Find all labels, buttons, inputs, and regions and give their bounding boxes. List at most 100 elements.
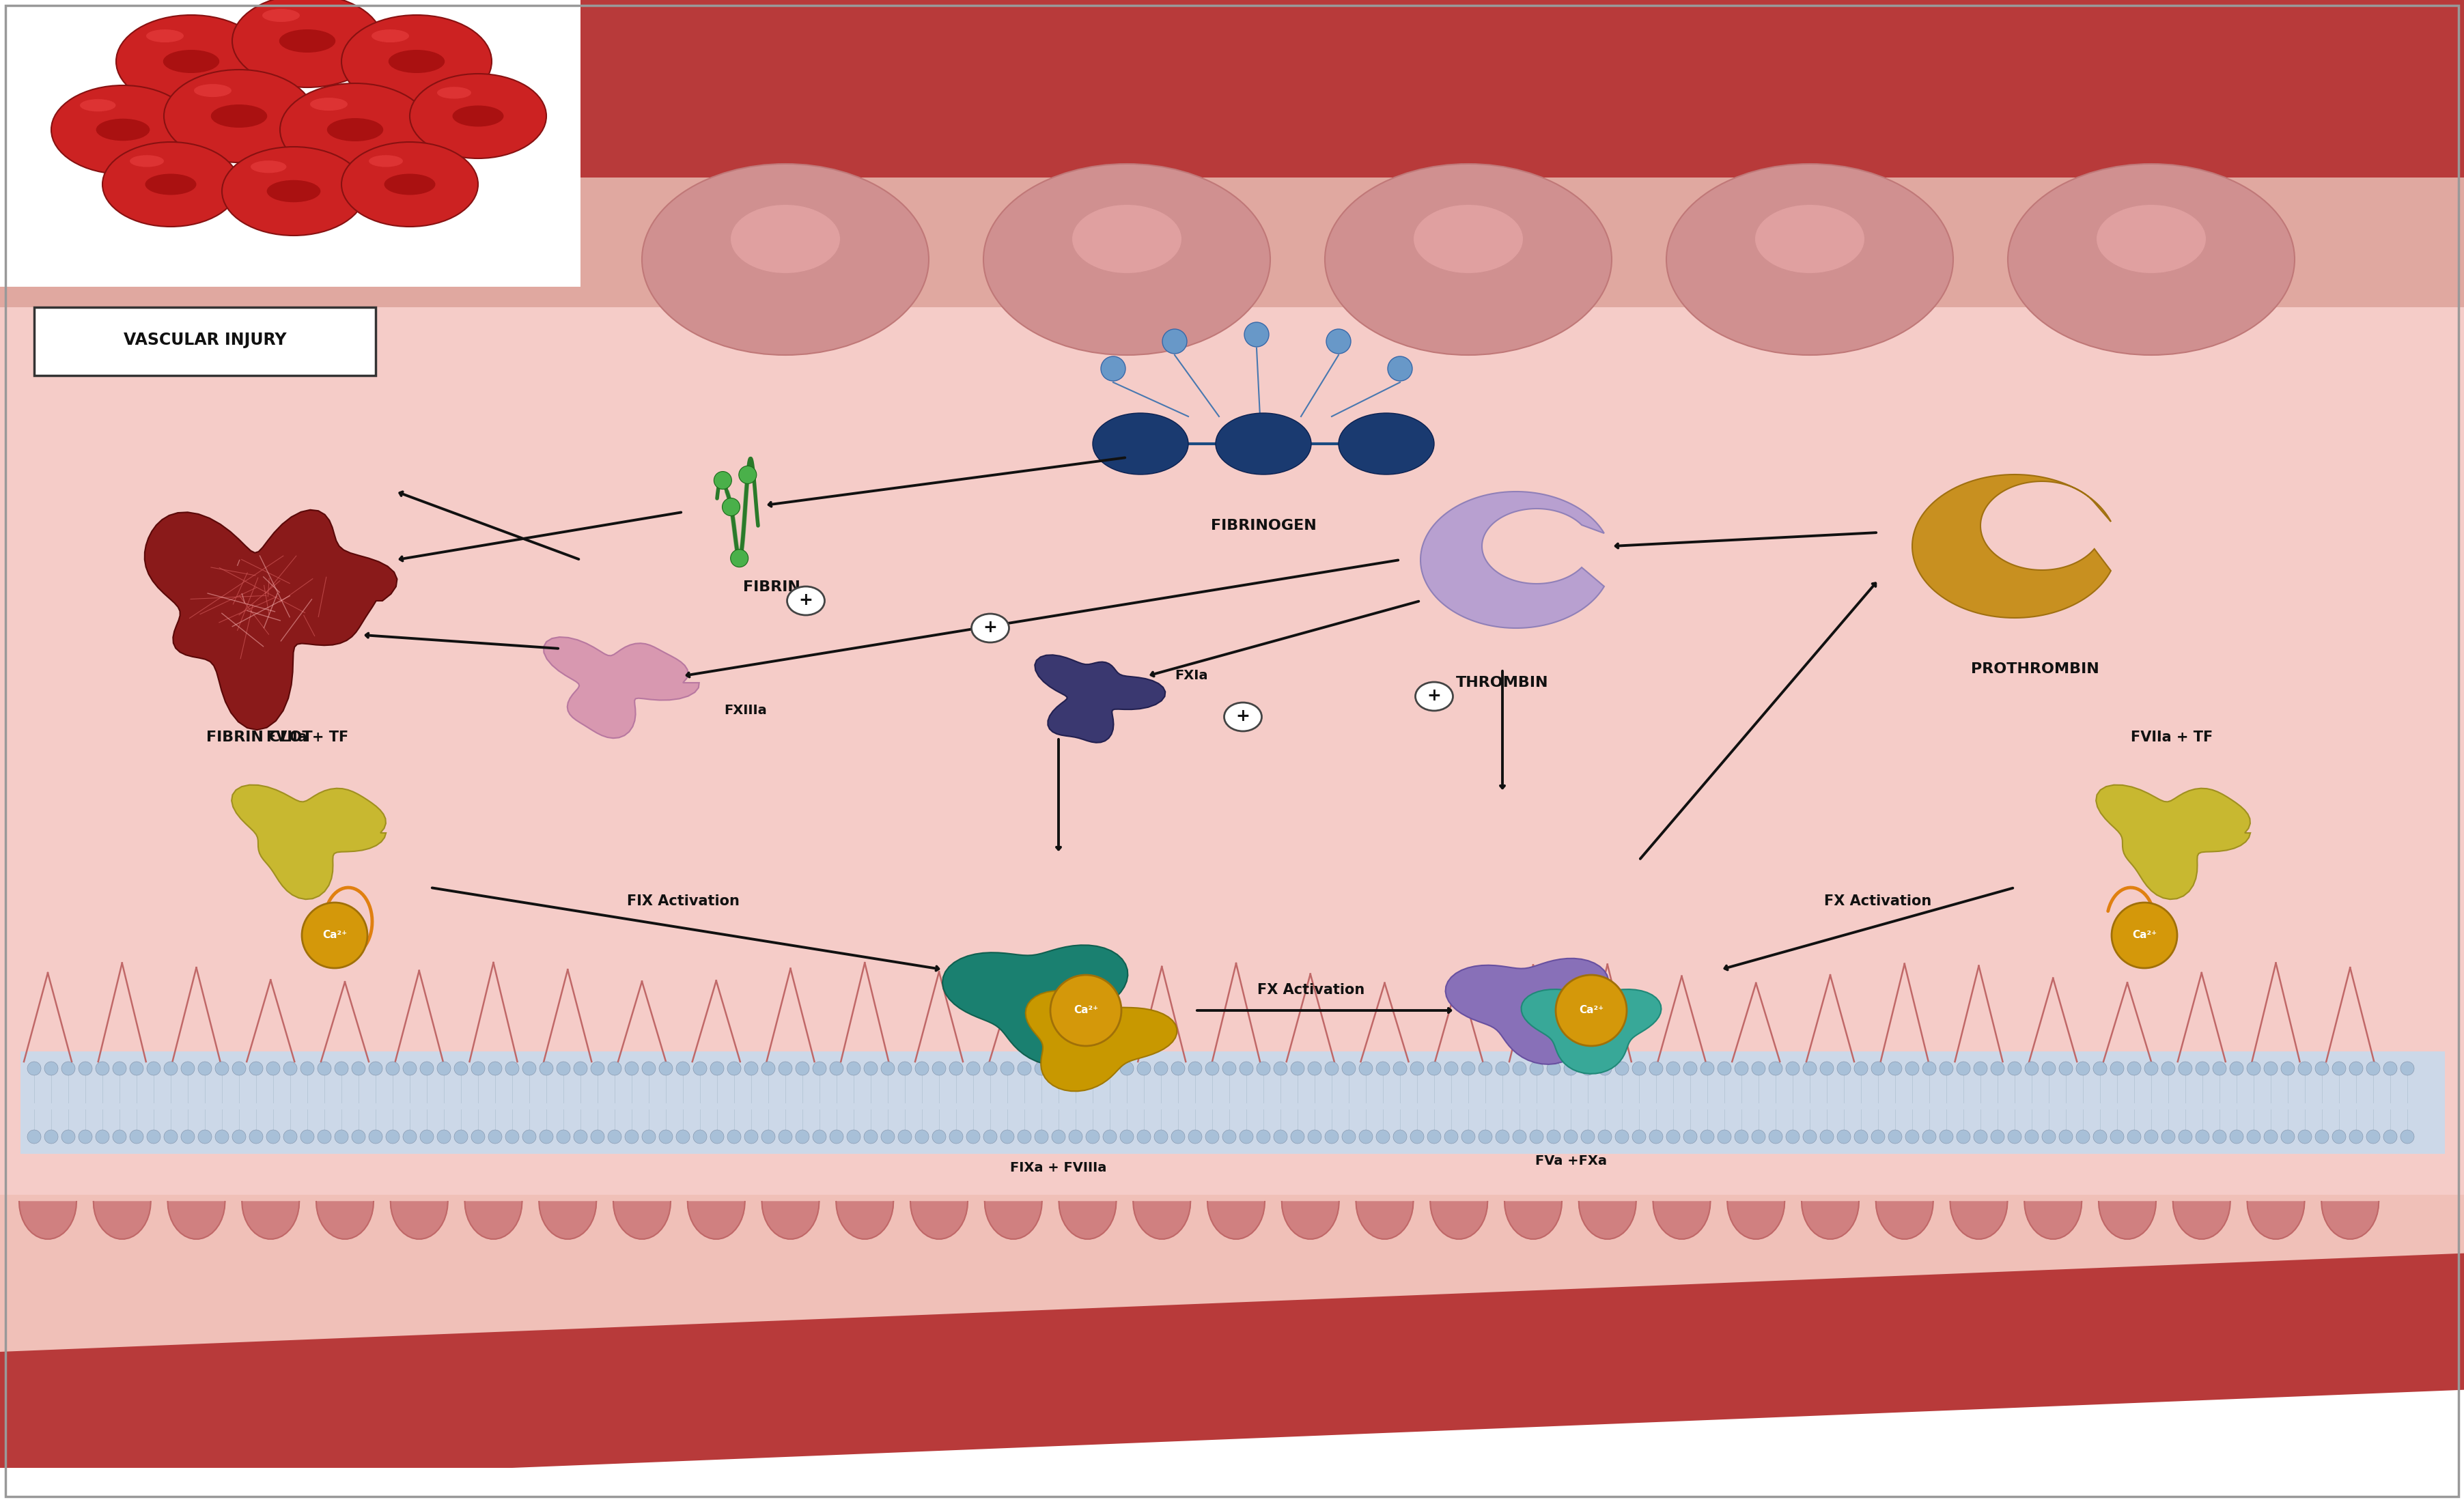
Circle shape (318, 1130, 330, 1143)
Polygon shape (540, 1202, 596, 1239)
Circle shape (2365, 1062, 2380, 1075)
Circle shape (949, 1130, 963, 1143)
Text: +: + (1427, 688, 1441, 704)
Circle shape (2094, 1062, 2107, 1075)
Circle shape (180, 1130, 195, 1143)
Circle shape (1547, 1062, 1560, 1075)
Circle shape (488, 1130, 503, 1143)
Circle shape (1922, 1130, 1937, 1143)
Circle shape (1104, 1062, 1116, 1075)
Circle shape (744, 1130, 759, 1143)
Circle shape (27, 1062, 42, 1075)
Circle shape (1461, 1062, 1476, 1075)
Circle shape (2008, 1062, 2020, 1075)
Circle shape (2077, 1062, 2089, 1075)
Circle shape (2264, 1130, 2277, 1143)
Ellipse shape (1414, 682, 1454, 710)
Circle shape (727, 1130, 742, 1143)
Circle shape (966, 1130, 981, 1143)
Circle shape (1392, 1130, 1407, 1143)
Circle shape (931, 1130, 946, 1143)
Circle shape (1565, 1130, 1577, 1143)
Circle shape (1000, 1062, 1015, 1075)
Ellipse shape (643, 164, 929, 354)
Polygon shape (232, 786, 387, 900)
Polygon shape (1355, 1202, 1414, 1239)
Circle shape (1496, 1130, 1510, 1143)
Circle shape (2400, 1062, 2415, 1075)
Circle shape (1444, 1062, 1459, 1075)
Circle shape (1478, 1062, 1493, 1075)
Circle shape (1631, 1130, 1646, 1143)
Ellipse shape (786, 586, 825, 616)
Circle shape (2161, 1062, 2176, 1075)
Circle shape (335, 1130, 347, 1143)
Circle shape (453, 1062, 468, 1075)
Circle shape (557, 1062, 569, 1075)
Polygon shape (0, 308, 2464, 1229)
Circle shape (1326, 1062, 1338, 1075)
Polygon shape (2097, 786, 2250, 900)
Text: FXIIIa: FXIIIa (724, 703, 766, 716)
Circle shape (710, 1130, 724, 1143)
Circle shape (1136, 1130, 1151, 1143)
Ellipse shape (212, 105, 266, 128)
Circle shape (1222, 1130, 1237, 1143)
Polygon shape (1727, 1202, 1784, 1239)
Circle shape (131, 1130, 143, 1143)
Circle shape (643, 1062, 655, 1075)
Circle shape (1717, 1130, 1732, 1143)
Ellipse shape (96, 119, 150, 141)
Ellipse shape (2008, 164, 2294, 354)
Circle shape (505, 1062, 520, 1075)
Ellipse shape (131, 155, 165, 167)
Circle shape (1786, 1062, 1799, 1075)
Circle shape (301, 1130, 313, 1143)
Circle shape (113, 1062, 126, 1075)
Ellipse shape (971, 614, 1010, 643)
Polygon shape (2025, 1202, 2082, 1239)
Text: FVIIa + TF: FVIIa + TF (2131, 730, 2213, 743)
Polygon shape (20, 1202, 76, 1239)
Circle shape (1308, 1130, 1321, 1143)
Circle shape (761, 1062, 776, 1075)
Circle shape (722, 499, 739, 515)
Ellipse shape (370, 155, 404, 167)
Circle shape (214, 1062, 229, 1075)
Circle shape (1991, 1062, 2003, 1075)
Ellipse shape (195, 84, 232, 98)
Circle shape (370, 1130, 382, 1143)
Circle shape (436, 1062, 451, 1075)
Ellipse shape (1225, 703, 1262, 731)
Circle shape (266, 1130, 281, 1143)
Circle shape (1700, 1062, 1715, 1075)
Polygon shape (1207, 1202, 1264, 1239)
Ellipse shape (328, 119, 384, 141)
Circle shape (1222, 1062, 1237, 1075)
Circle shape (1427, 1062, 1441, 1075)
Circle shape (1530, 1062, 1542, 1075)
Circle shape (404, 1062, 416, 1075)
Circle shape (1188, 1130, 1202, 1143)
Circle shape (1121, 1130, 1133, 1143)
Circle shape (44, 1130, 59, 1143)
Circle shape (2230, 1062, 2242, 1075)
Circle shape (1956, 1130, 1971, 1143)
Ellipse shape (1326, 164, 1611, 354)
Circle shape (1461, 1130, 1476, 1143)
Ellipse shape (342, 143, 478, 227)
Circle shape (931, 1062, 946, 1075)
Ellipse shape (453, 105, 503, 126)
Circle shape (62, 1062, 74, 1075)
Circle shape (966, 1062, 981, 1075)
Circle shape (658, 1062, 673, 1075)
Circle shape (1838, 1130, 1850, 1143)
Polygon shape (2247, 1202, 2304, 1239)
Circle shape (387, 1062, 399, 1075)
Circle shape (882, 1130, 894, 1143)
Polygon shape (941, 945, 1129, 1065)
Polygon shape (0, 0, 2464, 191)
Circle shape (1700, 1130, 1715, 1143)
Circle shape (2178, 1130, 2193, 1143)
Circle shape (848, 1130, 860, 1143)
